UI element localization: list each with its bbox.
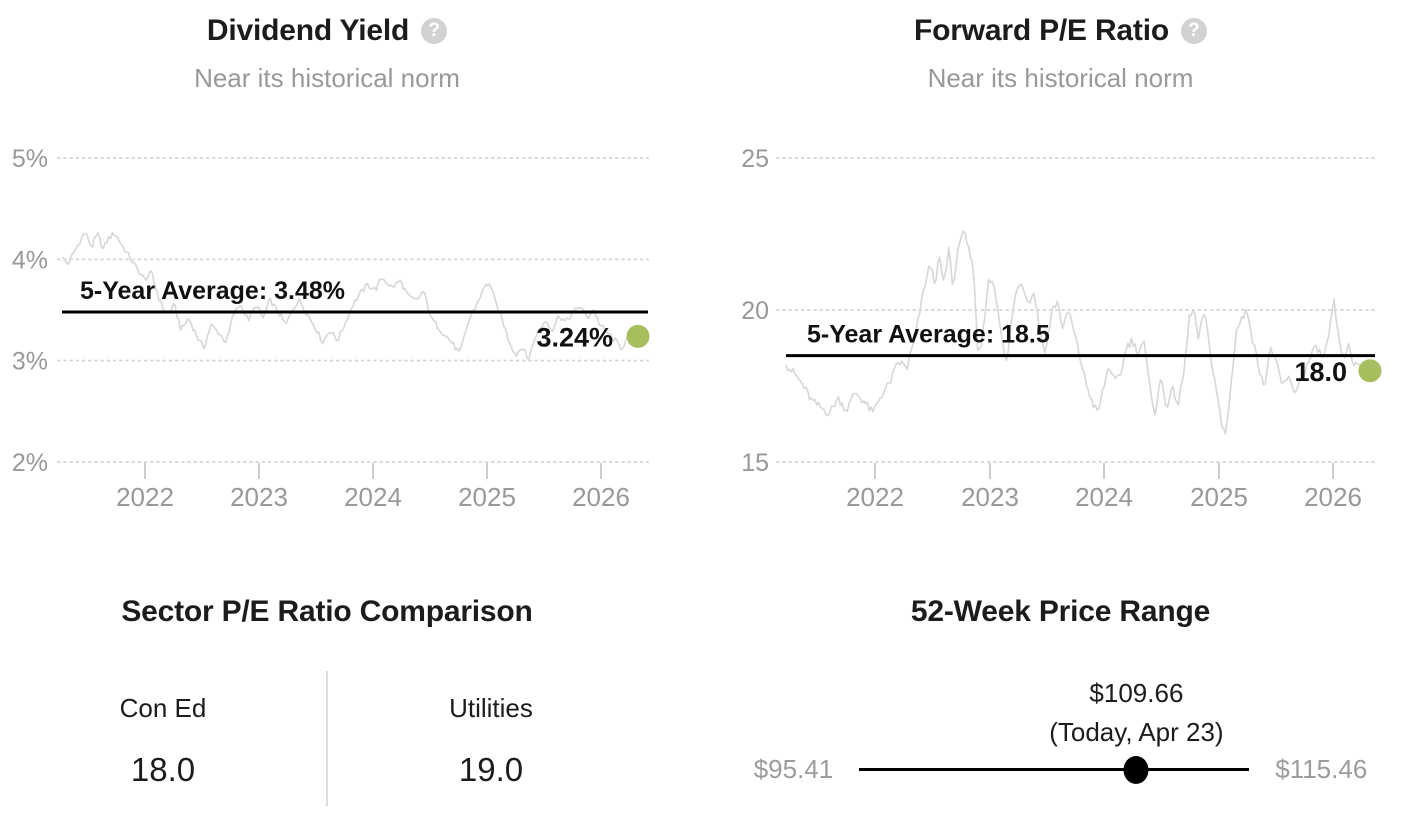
current-value-dot (1358, 359, 1382, 383)
current-price-value: $109.66 (1089, 678, 1184, 708)
sector-item-name: Utilities (449, 693, 533, 723)
forward-pe-subtitle: Near its historical norm (927, 63, 1194, 93)
x-axis-label: 2026 (1304, 482, 1362, 512)
series-line (61, 232, 636, 360)
forward-pe-panel: Forward P/E Ratio ? Near its historical … (707, 0, 1414, 565)
current-price-marker (1123, 755, 1149, 784)
dividend-yield-title: Dividend Yield (206, 14, 410, 47)
x-axis-label: 2022 (846, 482, 904, 512)
price-range-slider: $95.41 $109.66 (Today, Apr 23) $115.46 (707, 678, 1414, 785)
dividend-yield-subtitle: Near its historical norm (194, 63, 460, 93)
current-price-date: (Today, Apr 23) (1049, 717, 1224, 747)
vertical-divider (326, 671, 328, 806)
sector-item-con-ed: Con Ed 18.0 (0, 671, 326, 806)
x-axis-label: 2023 (961, 482, 1019, 512)
x-axis-label: 2024 (344, 482, 402, 512)
y-axis-label: 25 (741, 145, 769, 173)
x-axis-label: 2023 (230, 482, 288, 512)
sector-pe-comparison-panel: Sector P/E Ratio Comparison Con Ed 18.0 … (0, 565, 707, 830)
y-axis-label: 4% (12, 246, 48, 274)
x-axis-label: 2025 (458, 482, 516, 512)
y-axis-label: 5% (12, 145, 48, 173)
y-axis-label: 2% (12, 449, 48, 477)
price-range-track: $109.66 (Today, Apr 23) (859, 678, 1250, 784)
y-axis-label: 3% (12, 348, 48, 376)
range-high-label: $115.46 (1275, 754, 1368, 784)
y-axis-label: 15 (741, 449, 769, 477)
x-axis-label: 2025 (1190, 482, 1248, 512)
forward-pe-header: Forward P/E Ratio ? Near its historical … (707, 0, 1414, 130)
price-range-line (859, 768, 1250, 771)
current-value-dot (626, 324, 650, 348)
dividend-yield-chart: 5% 4% 3% 2% 2022 2023 2024 2025 2026 5-Year Avera… (12, 145, 650, 512)
series-line (785, 230, 1364, 435)
current-price-label: $109.66 (Today, Apr 23) (1049, 674, 1223, 752)
x-axis-label: 2024 (1075, 482, 1133, 512)
dividend-yield-header: Dividend Yield ? Near its historical nor… (0, 0, 707, 130)
x-axis-label: 2022 (116, 482, 174, 512)
y-axis-label: 20 (741, 297, 769, 325)
sector-item-name: Con Ed (119, 693, 207, 723)
sector-comparison-row: Con Ed 18.0 Utilities 19.0 (0, 671, 654, 806)
price-range-title: 52-Week Price Range (910, 595, 1211, 628)
forward-pe-chart: 25 20 15 2022 2023 2024 2025 2026 5-Year Average… (741, 145, 1382, 512)
question-mark-icon[interactable]: ? (1180, 18, 1207, 44)
average-label: 5-Year Average: 18.5 (807, 321, 1050, 349)
sector-pe-comparison-title: Sector P/E Ratio Comparison (121, 595, 533, 628)
sector-item-value: 18.0 (130, 751, 196, 788)
price-range-panel: 52-Week Price Range $95.41 $109.66 (Toda… (707, 565, 1414, 830)
forward-pe-title: Forward P/E Ratio (914, 14, 1169, 47)
question-mark-icon[interactable]: ? (421, 18, 448, 44)
sector-item-utilities: Utilities 19.0 (328, 671, 654, 806)
dividend-yield-panel: Dividend Yield ? Near its historical nor… (0, 0, 707, 565)
current-value-label: 3.24% (536, 322, 613, 352)
average-label: 5-Year Average: 3.48% (80, 277, 345, 305)
sector-item-value: 19.0 (458, 751, 524, 788)
x-axis-label: 2026 (572, 482, 630, 512)
range-low-label: $95.41 (753, 754, 834, 784)
current-value-label: 18.0 (1294, 357, 1347, 387)
